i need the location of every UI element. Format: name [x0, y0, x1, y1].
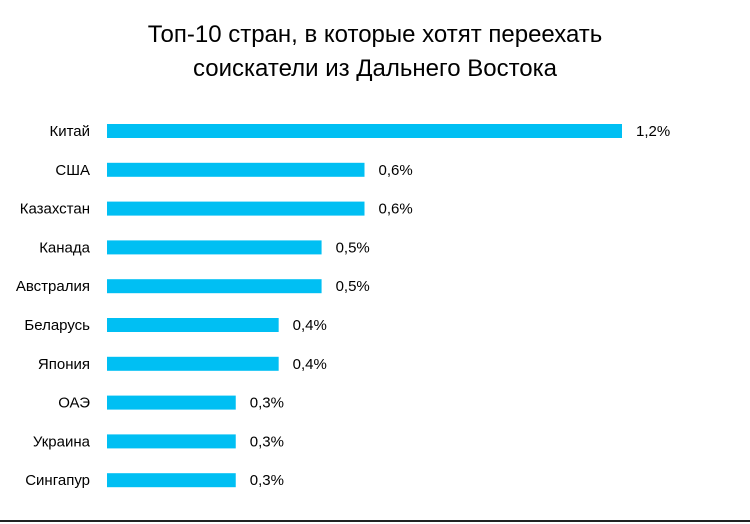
value-label: 0,3% [250, 472, 284, 489]
category-label: Австралия [16, 278, 90, 295]
value-label: 0,5% [336, 278, 370, 295]
value-label: 0,3% [250, 395, 284, 412]
value-label: 0,6% [379, 162, 413, 179]
bar [107, 434, 236, 449]
bar [107, 356, 279, 371]
category-label: Украина [33, 433, 91, 450]
bottom-divider [0, 520, 750, 522]
category-label: Казахстан [20, 201, 90, 218]
category-label: Сингапур [25, 472, 90, 489]
category-label: Китай [49, 123, 90, 140]
value-label: 0,3% [250, 433, 284, 450]
bar [107, 318, 279, 332]
bar [107, 201, 365, 216]
value-label: 0,5% [336, 239, 370, 256]
category-label: Беларусь [24, 317, 90, 334]
bar [107, 162, 365, 177]
value-label: 0,4% [293, 356, 327, 373]
category-label: Япония [38, 356, 90, 373]
bar [107, 395, 236, 410]
value-label: 1,2% [636, 123, 670, 140]
category-label: США [55, 162, 90, 179]
bar [107, 240, 322, 255]
value-label: 0,4% [293, 317, 327, 334]
chart-title-line-1: Топ-10 стран, в которые хотят переехать [147, 21, 603, 48]
chart-title-line-2: соискатели из Дальнего Востока [192, 55, 558, 82]
bar [107, 473, 236, 488]
category-label: ОАЭ [58, 395, 90, 412]
chart-title: Топ-10 стран, в которые хотят переехать … [0, 18, 750, 86]
category-label: Канада [39, 239, 90, 256]
bar [107, 124, 622, 138]
bar [107, 279, 322, 294]
value-label: 0,6% [379, 201, 413, 218]
